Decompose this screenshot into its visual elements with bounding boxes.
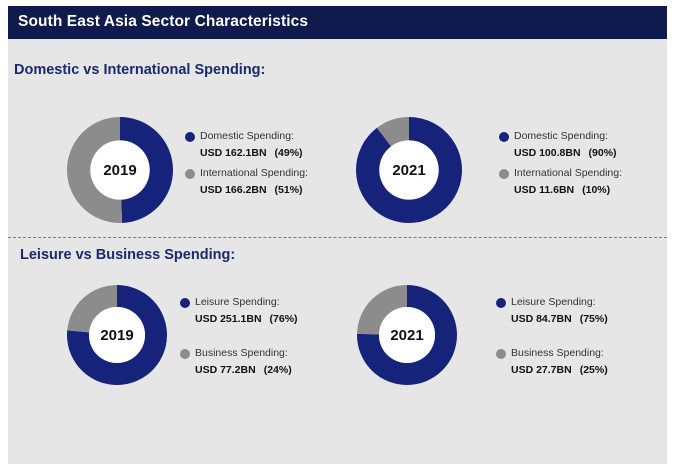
percent-label: (90%) — [588, 147, 617, 159]
page-title: South East Asia Sector Characteristics — [18, 13, 309, 30]
percent-label: (75%) — [579, 313, 608, 325]
legend-dot-domestic — [499, 132, 509, 142]
legend-value: USD 27.7BN (25%) — [511, 364, 608, 376]
donut-year-label: 2019 — [100, 327, 133, 344]
donut-center — [90, 140, 150, 200]
legend-label: Domestic Spending: — [514, 130, 608, 142]
infographic-panel: South East Asia Sector Characteristics D… — [8, 6, 667, 464]
legend-label: Business Spending: — [195, 347, 288, 359]
value-label: USD 11.6BN — [514, 184, 575, 196]
donut-slice-domestic — [120, 117, 173, 223]
legend-value: USD 100.8BN (90%) — [514, 147, 617, 159]
percent-label: (76%) — [269, 313, 298, 325]
donut-slice-domestic — [356, 117, 462, 223]
donut-slice-business — [67, 285, 117, 333]
donut-chart-domestic-2019: 2019 — [66, 117, 173, 223]
legend-dot-leisure — [180, 298, 190, 308]
legend-dot-leisure — [496, 298, 506, 308]
header-bar: South East Asia Sector Characteristics — [8, 6, 667, 39]
legend-label: Business Spending: — [511, 347, 604, 359]
legend-dot-business — [496, 349, 506, 359]
legend-dot-international — [185, 169, 195, 179]
legend-label: Leisure Spending: — [511, 296, 596, 308]
legend-dot-domestic — [185, 132, 195, 142]
donut-center — [379, 307, 435, 363]
section-divider — [8, 237, 667, 238]
legend-dot-international — [499, 169, 509, 179]
donut-year-label: 2021 — [392, 162, 425, 179]
donut-center — [89, 307, 145, 363]
percent-label: (24%) — [263, 364, 292, 376]
section-title-leisure-business: Leisure vs Business Spending: — [20, 247, 236, 263]
legend-value: USD 162.1BN (49%) — [200, 147, 303, 159]
percent-label: (10%) — [582, 184, 611, 196]
legend-value: USD 77.2BN (24%) — [195, 364, 292, 376]
value-label: USD 77.2BN — [195, 364, 256, 376]
legend-label: Domestic Spending: — [200, 130, 294, 142]
donut-year-label: 2019 — [103, 162, 136, 179]
legend-label: International Spending: — [514, 167, 622, 179]
donut-slice-leisure — [67, 285, 167, 385]
donut-chart-leisure-2019: 2019 — [67, 285, 167, 385]
legend-label: International Spending: — [200, 167, 308, 179]
donut-chart-leisure-2021: 2021 — [357, 285, 457, 385]
donut-chart-domestic-2021: 2021 — [356, 117, 462, 223]
donut-slice-business — [357, 285, 407, 335]
value-label: USD 84.7BN — [511, 313, 572, 325]
value-label: USD 251.1BN — [195, 313, 262, 325]
value-label: USD 166.2BN — [200, 184, 267, 196]
percent-label: (51%) — [274, 184, 303, 196]
donut-slice-international — [376, 117, 409, 147]
value-label: USD 100.8BN — [514, 147, 581, 159]
donut-center — [379, 140, 439, 200]
legend-label: Leisure Spending: — [195, 296, 280, 308]
percent-label: (49%) — [274, 147, 303, 159]
donut-year-label: 2021 — [390, 327, 423, 344]
legend-value: USD 11.6BN (10%) — [514, 184, 610, 196]
value-label: USD 27.7BN — [511, 364, 572, 376]
donut-slice-international — [66, 117, 123, 223]
value-label: USD 162.1BN — [200, 147, 267, 159]
legend-dot-business — [180, 349, 190, 359]
donut-slice-leisure — [357, 285, 457, 385]
legend-value: USD 166.2BN (51%) — [200, 184, 303, 196]
legend-value: USD 251.1BN (76%) — [195, 313, 298, 325]
section-title-domestic-international: Domestic vs International Spending: — [14, 62, 266, 78]
legend-value: USD 84.7BN (75%) — [511, 313, 608, 325]
percent-label: (25%) — [579, 364, 608, 376]
